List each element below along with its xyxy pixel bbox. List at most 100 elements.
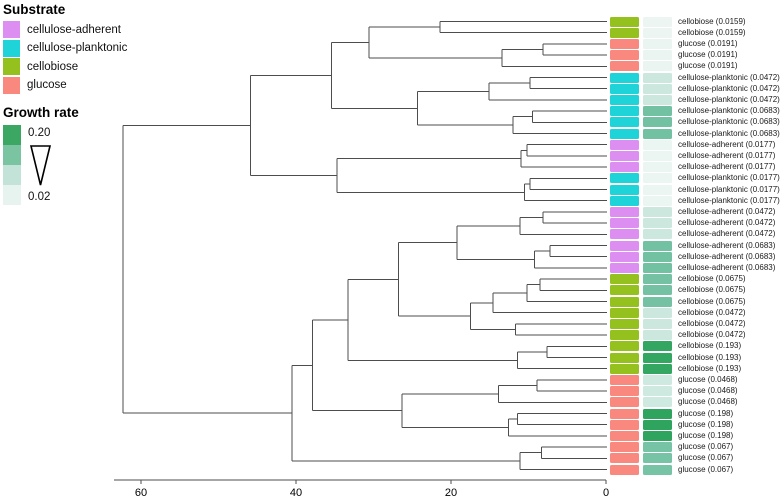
substrate-tile: [610, 162, 639, 173]
growth-colorbar-segment: [3, 185, 21, 205]
substrate-tile: [610, 274, 639, 285]
growth-rate-tile: [643, 251, 672, 262]
leaf-label: glucose (0.0468): [678, 397, 738, 407]
leaf-label: cellulose-planktonic (0.0683): [678, 128, 780, 138]
substrate-tile: [610, 386, 639, 397]
substrate-tile: [610, 330, 639, 341]
leaf-label: cellulose-adherent (0.0472): [678, 229, 776, 239]
leaf-label: glucose (0.067): [678, 453, 734, 463]
growth-rate-tile: [643, 150, 672, 161]
growth-rate-tile: [643, 72, 672, 83]
growth-rate-tile: [643, 419, 672, 430]
growth-rate-tile: [643, 341, 672, 352]
substrate-tile: [610, 218, 639, 229]
leaf-label: cellulose-adherent (0.0472): [678, 218, 776, 228]
growth-rate-tile: [643, 206, 672, 217]
substrate-tile: [610, 240, 639, 251]
substrate-tile: [610, 117, 639, 128]
leaf-label: glucose (0.0468): [678, 386, 738, 396]
leaf-label: cellulose-planktonic (0.0683): [678, 106, 780, 116]
substrate-tile: [610, 128, 639, 139]
substrate-tile: [610, 318, 639, 329]
growth-rate-tile: [643, 240, 672, 251]
growth-rate-tile: [643, 464, 672, 475]
leaf-label: cellobiose (0.0472): [678, 330, 746, 340]
leaf-label: cellobiose (0.0159): [678, 27, 746, 37]
leaf-label: cellulose-planktonic (0.0683): [678, 117, 780, 127]
substrate-tile: [610, 352, 639, 363]
leaf-label: glucose (0.198): [678, 419, 734, 429]
growth-rate-tile: [643, 262, 672, 273]
substrate-tile: [610, 173, 639, 184]
leaf-label: cellobiose (0.0675): [678, 274, 746, 284]
leaf-label: cellulose-planktonic (0.0177): [678, 173, 780, 183]
cellulose-planktonic-swatch: [3, 39, 20, 57]
substrate-tile: [610, 374, 639, 385]
legend-item-cellulose-adherent: cellulose-adherent: [3, 21, 121, 38]
substrate-tile: [610, 229, 639, 240]
growth-rate-tile: [643, 374, 672, 385]
leaf-label: glucose (0.0191): [678, 61, 738, 71]
substrate-tile: [610, 27, 639, 38]
growth-rate-tile: [643, 16, 672, 27]
growth-rate-tile: [643, 442, 672, 453]
growth-rate-tile: [643, 106, 672, 117]
leaf-label: cellobiose (0.0675): [678, 296, 746, 306]
substrate-tile: [610, 139, 639, 150]
leaf-label: cellobiose (0.0472): [678, 318, 746, 328]
axis-tick-label: 60: [135, 487, 147, 499]
growth-rate-tile: [643, 408, 672, 419]
growth-rate-tile: [643, 61, 672, 72]
axis-tick-label: 40: [290, 487, 302, 499]
leaf-label: cellulose-planktonic (0.0472): [678, 83, 780, 93]
substrate-tile: [610, 430, 639, 441]
growth-rate-tile: [643, 195, 672, 206]
leaf-label: glucose (0.0191): [678, 50, 738, 60]
growth-rate-tile: [643, 318, 672, 329]
substrate-tile: [610, 464, 639, 475]
substrate-tile: [610, 150, 639, 161]
growth-rate-tile: [643, 386, 672, 397]
leaf-label: cellobiose (0.0159): [678, 16, 746, 26]
legend-item-glucose: glucose: [3, 76, 67, 94]
leaf-label: cellulose-adherent (0.0177): [678, 139, 776, 149]
growth-rate-tile: [643, 218, 672, 229]
growth-rate-tile: [643, 307, 672, 318]
growth-rate-tile: [643, 296, 672, 307]
leaf-label: cellobiose (0.0675): [678, 285, 746, 295]
leaf-label: glucose (0.0468): [678, 374, 738, 384]
substrate-tile: [610, 397, 639, 408]
growth-rate-tile: [643, 330, 672, 341]
substrate-tile: [610, 195, 639, 206]
growth-max-label: 0.20: [28, 127, 51, 139]
leaf-label: glucose (0.067): [678, 442, 734, 452]
growth-rate-tile: [643, 139, 672, 150]
growth-rate-tile: [643, 397, 672, 408]
substrate-tile: [610, 50, 639, 61]
growth-colorbar-segment: [3, 145, 21, 165]
cellulose-adherent-swatch: [3, 21, 20, 38]
substrate-tile: [610, 442, 639, 453]
growth-colorbar-segment: [3, 165, 21, 185]
growth-rate-tile: [643, 38, 672, 49]
substrate-tile: [610, 262, 639, 273]
legend-item-cellulose-planktonic: cellulose-planktonic: [3, 39, 128, 57]
growth-rate-tile: [643, 229, 672, 240]
axis-tick-label: 20: [445, 487, 457, 499]
growth-rate-tile: [643, 50, 672, 61]
axis-tick-label: 0: [603, 487, 609, 499]
substrate-tile: [610, 341, 639, 352]
leaf-label: cellobiose (0.193): [678, 352, 742, 362]
substrate-tile: [610, 363, 639, 374]
growth-colorbar: [3, 125, 21, 205]
substrate-tile: [610, 285, 639, 296]
substrate-tile: [610, 16, 639, 27]
legend-item-label: cellulose-planktonic: [27, 42, 128, 54]
substrate-tile: [610, 106, 639, 117]
leaf-label: cellobiose (0.193): [678, 341, 742, 351]
substrate-tile: [610, 296, 639, 307]
leaf-label: cellulose-planktonic (0.0177): [678, 184, 780, 194]
leaf-label: cellobiose (0.0472): [678, 307, 746, 317]
